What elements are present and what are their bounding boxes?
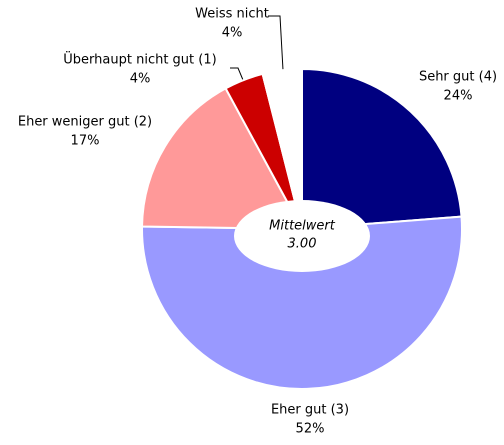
center-label-title: Mittelwert: [269, 219, 336, 234]
leader-line: [268, 15, 284, 71]
leader-line: [230, 67, 244, 81]
pie: [141, 67, 463, 390]
slice-label: Überhaupt nicht gut (1): [63, 51, 216, 68]
slice-value-label: 52%: [296, 422, 325, 437]
slice-label: Sehr gut (4): [419, 70, 497, 85]
slice-value-label: 17%: [71, 134, 100, 149]
slice-label: Eher gut (3): [271, 403, 349, 418]
slice-value-label: 24%: [444, 89, 473, 104]
slice-label: Weiss nicht: [195, 7, 269, 22]
center-label-value: 3.00: [288, 237, 317, 252]
slice-value-label: 4%: [222, 26, 243, 41]
slice-label: Eher weniger gut (2): [18, 115, 152, 130]
slice-value-label: 4%: [130, 72, 151, 87]
pie-slice: [261, 67, 303, 230]
pie-slice: [301, 67, 463, 231]
pie-slice: [141, 87, 304, 231]
pie-slice: [141, 215, 463, 390]
center-label-background: [234, 200, 370, 272]
